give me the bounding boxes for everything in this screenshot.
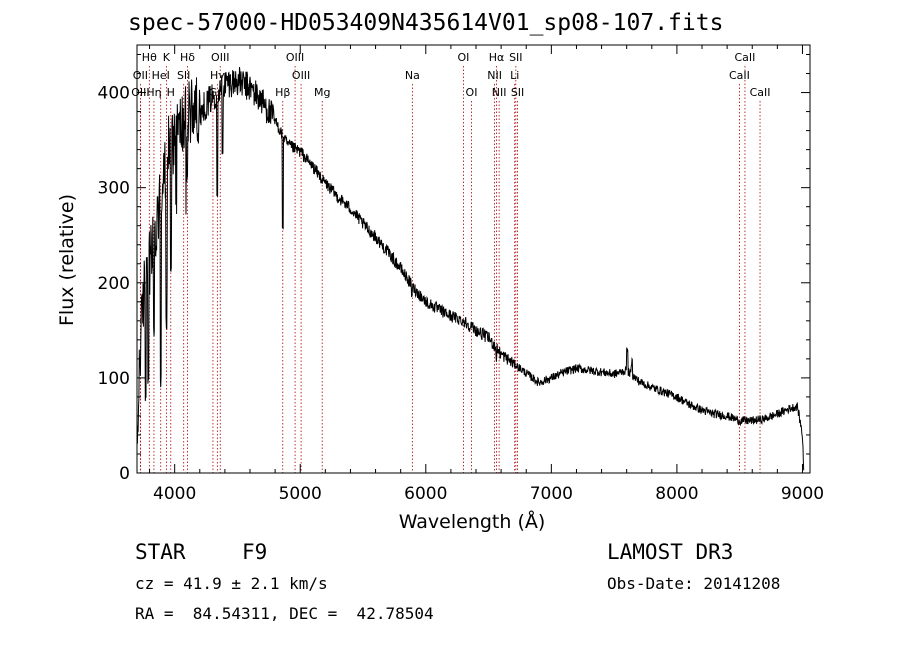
- axis-ticks: 4000 5000 6000 7000 8000 9000 0 100 200 300 400: [98, 45, 824, 504]
- x-tick-label: 7000: [530, 484, 573, 504]
- x-axis-label: Wavelength (Å): [399, 510, 546, 533]
- spectrum-line: [136, 67, 805, 471]
- chart-title: spec-57000-HD053409N435614V01_sp08-107.f…: [128, 10, 724, 36]
- x-tick-label: 5000: [279, 484, 322, 504]
- line-label: Hα: [489, 51, 505, 64]
- line-label: CaII: [729, 69, 750, 82]
- line-label: K: [163, 51, 171, 64]
- ra-dec: RA = 84.54311, DEC = 42.78504: [135, 604, 434, 623]
- object-subclass: F9: [242, 540, 268, 564]
- y-tick-label: 200: [98, 274, 130, 294]
- line-label: NII: [487, 69, 502, 82]
- x-tick-label: 8000: [655, 484, 698, 504]
- line-label: OIII: [211, 51, 229, 64]
- line-label: OIII: [286, 51, 304, 64]
- line-label: H: [167, 86, 175, 99]
- object-class: STAR: [135, 540, 186, 564]
- line-label: CaII: [734, 51, 755, 64]
- x-tick-label: 9000: [781, 484, 824, 504]
- line-label: Li: [510, 69, 519, 82]
- spectrum-layer: [136, 67, 805, 471]
- observation-date: Obs-Date: 20141208: [607, 574, 781, 593]
- line-label: SII: [509, 51, 522, 64]
- y-tick-label: 300: [98, 179, 130, 199]
- line-label: SII: [511, 86, 524, 99]
- line-label: OI: [466, 86, 478, 99]
- x-tick-label: 4000: [153, 484, 196, 504]
- line-label: Hγ: [210, 69, 225, 82]
- plot-frame: [136, 44, 811, 474]
- line-label: Hη: [146, 86, 161, 99]
- y-axis-label: Flux (relative): [56, 194, 78, 326]
- line-label: CaII: [750, 86, 771, 99]
- line-label: OII: [133, 69, 148, 82]
- line-label: Mg: [314, 86, 330, 99]
- line-label: HeI: [152, 69, 170, 82]
- line-label: Na: [405, 69, 420, 82]
- line-label: OIII: [292, 69, 310, 82]
- line-label: OI: [458, 51, 470, 64]
- y-tick-label: 0: [119, 464, 130, 484]
- y-tick-label: 100: [98, 369, 130, 389]
- line-label: Hδ: [180, 51, 195, 64]
- line-label: SII: [177, 69, 190, 82]
- x-tick-label: 6000: [404, 484, 447, 504]
- line-label: Hβ: [275, 86, 290, 99]
- line-label: Hθ: [142, 51, 157, 64]
- y-tick-label: 400: [98, 84, 130, 104]
- redshift-velocity: cz = 41.9 ± 2.1 km/s: [135, 574, 328, 593]
- survey-name: LAMOST DR3: [607, 540, 734, 564]
- line-label: NII: [492, 86, 507, 99]
